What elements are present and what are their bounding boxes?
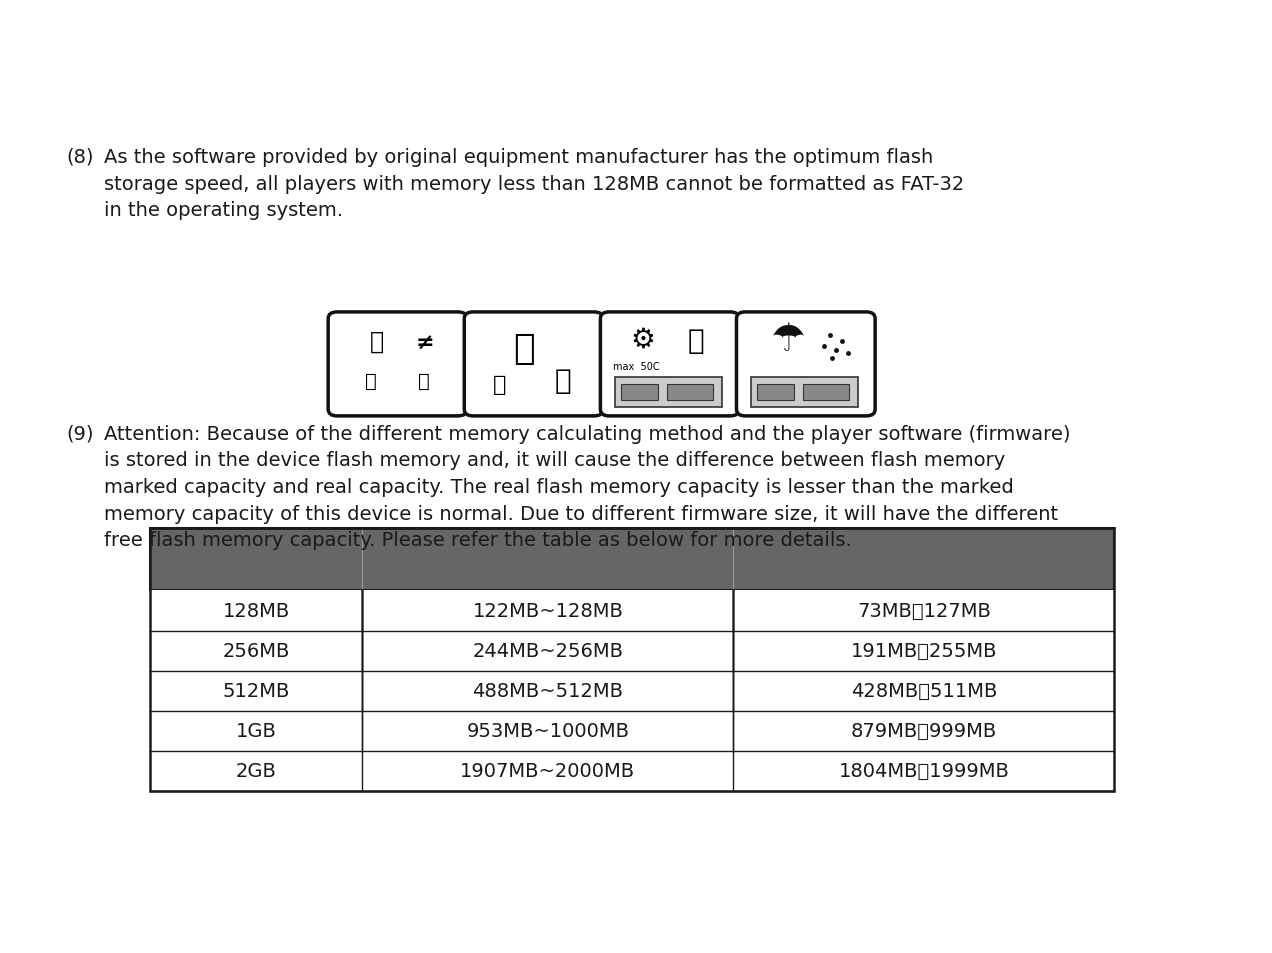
Text: free flash memory capacity. Please refer the table as below for more details.: free flash memory capacity. Please refer… xyxy=(104,531,852,550)
Bar xyxy=(758,384,794,400)
Text: 👂: 👂 xyxy=(555,367,571,395)
Text: 122MB~128MB: 122MB~128MB xyxy=(472,601,623,620)
Bar xyxy=(616,378,721,407)
Text: 512MB: 512MB xyxy=(223,681,290,700)
Text: 🔊: 🔊 xyxy=(494,375,506,395)
Text: 2GB: 2GB xyxy=(235,761,276,781)
FancyBboxPatch shape xyxy=(736,313,875,416)
Text: (9): (9) xyxy=(66,424,94,443)
Bar xyxy=(668,384,714,400)
Text: 128MB: 128MB xyxy=(223,601,290,620)
Text: Attention: Because of the different memory calculating method and the player sof: Attention: Because of the different memo… xyxy=(104,424,1071,443)
Text: 879MB～999MB: 879MB～999MB xyxy=(851,721,997,740)
Bar xyxy=(150,711,1114,751)
Text: 🚲: 🚲 xyxy=(418,372,430,391)
FancyBboxPatch shape xyxy=(600,313,739,416)
Text: 🌡: 🌡 xyxy=(688,327,705,355)
Text: 1GB: 1GB xyxy=(235,721,276,740)
Text: ⚙: ⚙ xyxy=(631,325,655,354)
Bar xyxy=(150,751,1114,791)
Text: ☂: ☂ xyxy=(771,320,805,358)
Text: 256MB: 256MB xyxy=(223,641,290,660)
Bar xyxy=(621,384,658,400)
Text: ❕: ❕ xyxy=(513,332,534,365)
Text: 73MB～127MB: 73MB～127MB xyxy=(857,601,991,620)
Bar xyxy=(150,529,1114,591)
Text: in the operating system.: in the operating system. xyxy=(104,201,343,220)
Text: 🚗: 🚗 xyxy=(365,372,377,391)
Text: memory capacity of this device is normal. Due to different firmware size, it wil: memory capacity of this device is normal… xyxy=(104,504,1058,523)
Text: 953MB~1000MB: 953MB~1000MB xyxy=(467,721,630,740)
Bar xyxy=(150,671,1114,711)
Text: 428MB～511MB: 428MB～511MB xyxy=(851,681,997,700)
FancyBboxPatch shape xyxy=(464,313,603,416)
Text: 🎧: 🎧 xyxy=(370,330,384,354)
Text: max  50C: max 50C xyxy=(613,361,659,372)
Bar xyxy=(804,384,850,400)
Bar xyxy=(150,529,1114,791)
Text: (8): (8) xyxy=(66,148,94,167)
Bar xyxy=(150,631,1114,671)
FancyBboxPatch shape xyxy=(328,313,467,416)
Text: ≠: ≠ xyxy=(416,334,435,354)
Text: marked capacity and real capacity. The real flash memory capacity is lesser than: marked capacity and real capacity. The r… xyxy=(104,477,1014,497)
Text: 1907MB~2000MB: 1907MB~2000MB xyxy=(460,761,636,781)
Text: 1804MB～1999MB: 1804MB～1999MB xyxy=(838,761,1009,781)
Text: is stored in the device flash memory and, it will cause the difference between f: is stored in the device flash memory and… xyxy=(104,451,1006,470)
Bar xyxy=(752,378,857,407)
Text: storage speed, all players with memory less than 128MB cannot be formatted as FA: storage speed, all players with memory l… xyxy=(104,174,964,193)
Text: As the software provided by original equipment manufacturer has the optimum flas: As the software provided by original equ… xyxy=(104,148,934,167)
Text: 244MB~256MB: 244MB~256MB xyxy=(472,641,623,660)
Text: 191MB～255MB: 191MB～255MB xyxy=(851,641,997,660)
Bar xyxy=(150,591,1114,631)
Text: 488MB~512MB: 488MB~512MB xyxy=(472,681,623,700)
